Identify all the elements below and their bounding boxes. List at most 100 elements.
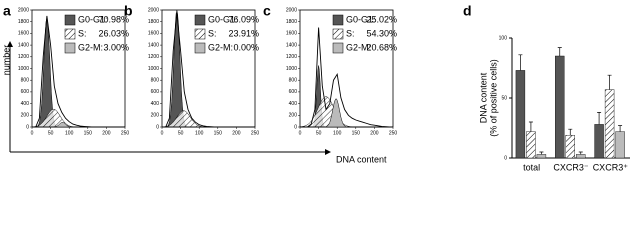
page: number DNA content a 0 200 400 600 800 1000 120… xyxy=(1,2,630,173)
y-tick-label: 0 xyxy=(504,155,507,161)
x-tick-label: CXCR3⁻ xyxy=(553,162,589,172)
y-tick-label: 2000 xyxy=(286,7,297,13)
legend-value: 26.03% xyxy=(98,28,129,38)
x-tick-label: 100 xyxy=(65,130,74,136)
x-tick-label: 50 xyxy=(316,130,322,136)
histogram-line xyxy=(300,27,393,128)
legend-label: S: xyxy=(346,28,355,38)
error-bar xyxy=(518,54,523,71)
x-tick-label: 50 xyxy=(48,130,54,136)
bar xyxy=(515,70,526,159)
legend-value: 23.91% xyxy=(228,28,259,38)
y-tick-label: 600 xyxy=(151,89,160,95)
x-tick-label: 150 xyxy=(84,130,93,136)
y-axis-label: DNA content xyxy=(478,72,488,123)
x-tick-label: 200 xyxy=(232,130,241,136)
y-tick-label: 100 xyxy=(499,35,508,41)
y-tick-label: 1800 xyxy=(286,19,297,25)
x-tick-label: 0 xyxy=(31,130,34,136)
y-tick-label: 1800 xyxy=(148,19,159,25)
y-tick-label: 200 xyxy=(289,113,298,119)
y-tick-label: 400 xyxy=(289,101,298,107)
y-tick-label: 1000 xyxy=(148,66,159,72)
x-tick-label: 100 xyxy=(195,130,204,136)
histogram-line xyxy=(32,15,125,128)
y-tick-label: 1600 xyxy=(148,31,159,37)
y-tick-label: 2000 xyxy=(148,7,159,13)
y-tick-label: 800 xyxy=(151,78,160,84)
error-bar xyxy=(557,47,562,56)
panel-label: b xyxy=(124,3,133,19)
y-tick-label: 0 xyxy=(26,124,29,130)
bar xyxy=(536,154,547,159)
y-tick-label: 1000 xyxy=(18,66,29,72)
legend-swatch xyxy=(194,14,206,26)
y-tick-label: 1200 xyxy=(148,54,159,60)
legend-label: G0-G1: xyxy=(208,14,238,24)
legend-label: G0-G1: xyxy=(78,14,108,24)
panel-label: d xyxy=(463,3,472,19)
bar xyxy=(526,131,536,159)
legend-label: G2-M: xyxy=(346,42,371,52)
error-bar xyxy=(528,121,533,132)
legend-value: 25.02% xyxy=(366,14,397,24)
error-bar xyxy=(578,151,583,155)
legend-swatch xyxy=(64,14,76,26)
y-tick-label: 0 xyxy=(156,124,159,130)
legend-value: 54.30% xyxy=(366,28,397,38)
legend-value: 70.98% xyxy=(98,14,129,24)
legend-label: S: xyxy=(208,28,217,38)
y-tick-label: 200 xyxy=(151,113,160,119)
y-tick-label: 1000 xyxy=(286,66,297,72)
bar xyxy=(576,154,586,159)
legend-value: 20.68% xyxy=(366,42,397,52)
panel-label: c xyxy=(263,3,271,19)
legend-swatch xyxy=(332,42,344,54)
bar xyxy=(604,89,615,159)
x-tick-label: 200 xyxy=(370,130,379,136)
x-axis-label: DNA content xyxy=(336,154,387,164)
phase-area xyxy=(300,98,393,128)
y-axis-label: number xyxy=(1,45,11,76)
x-tick-label: 100 xyxy=(333,130,342,136)
x-tick-label: 150 xyxy=(352,130,361,136)
error-bar xyxy=(539,151,544,155)
y-tick-label: 800 xyxy=(21,78,30,84)
legend-label: G0-G1: xyxy=(346,14,376,24)
x-tick-label: CXCR3⁺ xyxy=(593,162,629,172)
panel-label: a xyxy=(3,3,11,19)
y-tick-label: 400 xyxy=(151,101,160,107)
figure: number DNA content a02004006008001000120… xyxy=(1,3,630,172)
legend-value: 76.09% xyxy=(228,14,259,24)
y-tick-label: 600 xyxy=(21,89,30,95)
legend-swatch xyxy=(64,42,76,54)
bar xyxy=(615,131,625,159)
y-tick-label: 600 xyxy=(289,89,298,95)
legend-swatch xyxy=(194,28,206,40)
y-tick-label: 2000 xyxy=(18,7,29,13)
legend-label: G2-M: xyxy=(208,42,233,52)
x-tick-label: total xyxy=(523,162,540,172)
histogram-line xyxy=(162,12,255,128)
legend-swatch xyxy=(332,14,344,26)
bar xyxy=(594,124,604,159)
y-tick-label: 800 xyxy=(289,78,298,84)
legend-swatch xyxy=(194,42,206,54)
y-tick-label: 400 xyxy=(21,101,30,107)
legend-value: 0.00% xyxy=(233,42,259,52)
error-bar xyxy=(568,128,573,136)
y-tick-label: 0 xyxy=(294,124,297,130)
legend-label: S: xyxy=(78,28,87,38)
x-tick-label: 250 xyxy=(389,130,398,136)
legend-swatch xyxy=(332,28,344,40)
legend-value: 3.00% xyxy=(103,42,129,52)
y-tick-label: 50 xyxy=(501,95,507,101)
legend-swatch xyxy=(64,28,76,40)
y-tick-label: 1600 xyxy=(286,31,297,37)
x-tick-label: 250 xyxy=(121,130,130,136)
y-tick-label: 1200 xyxy=(286,54,297,60)
x-tick-label: 150 xyxy=(214,130,223,136)
y-tick-label: 200 xyxy=(21,113,30,119)
error-bar xyxy=(607,74,612,90)
y-tick-label: 1200 xyxy=(18,54,29,60)
